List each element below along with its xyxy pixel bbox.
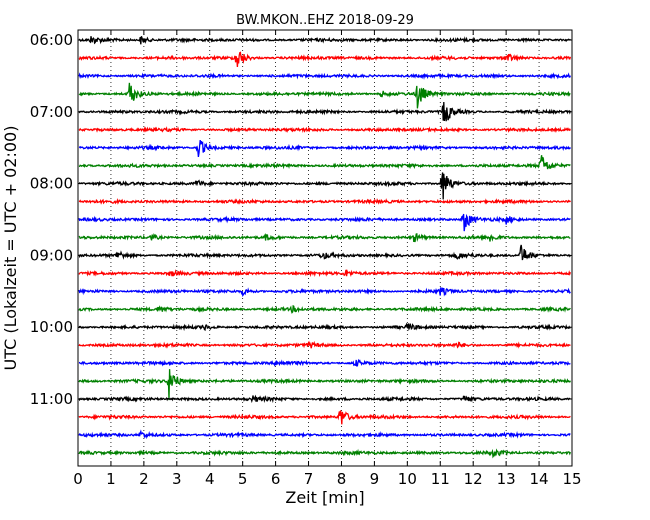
y-tick-label: 10:00: [30, 318, 73, 336]
x-axis-label: Zeit [min]: [285, 488, 364, 507]
trace-line: [78, 72, 572, 80]
y-tick-labels: 06:00 07:00 08:00 09:00 10:00 11:00: [30, 31, 73, 408]
trace-line: [78, 36, 571, 45]
trace-line: [78, 101, 572, 122]
trace-line: [78, 358, 571, 367]
trace-line: [78, 82, 571, 109]
x-tick-labels: 0 1 2 3 4 5 6 7 8 9 10 11 12 13 14 15: [73, 470, 581, 488]
vertical-grid: [110, 30, 540, 466]
y-tick-label: 07:00: [30, 103, 73, 121]
x-tick-label: 1: [106, 470, 116, 488]
x-tick-label: 0: [73, 470, 83, 488]
x-tick-label: 2: [139, 470, 149, 488]
trace-line: [78, 410, 571, 425]
x-tick-label: 10: [398, 470, 417, 488]
trace-series: [78, 36, 572, 459]
y-tick-label: 08:00: [30, 175, 73, 193]
axis-ticks: [77, 30, 573, 466]
trace-line: [78, 51, 572, 67]
x-tick-label: 12: [464, 470, 483, 488]
trace-line: [78, 287, 571, 297]
y-tick-label: 06:00: [30, 31, 73, 49]
x-tick-label: 7: [304, 470, 314, 488]
trace-line: [78, 304, 571, 314]
trace-line: [78, 213, 571, 232]
trace-line: [78, 244, 571, 261]
x-tick-label: 4: [205, 470, 215, 488]
trace-line: [78, 369, 571, 401]
trace-line: [78, 448, 572, 459]
x-tick-label: 9: [370, 470, 380, 488]
x-tick-label: 15: [562, 470, 581, 488]
x-tick-label: 6: [271, 470, 281, 488]
x-tick-label: 11: [431, 470, 450, 488]
trace-line: [78, 322, 571, 332]
y-tick-label: 09:00: [30, 246, 73, 264]
x-tick-label: 13: [497, 470, 516, 488]
trace-line: [78, 155, 571, 170]
x-tick-label: 3: [172, 470, 182, 488]
trace-line: [78, 340, 571, 349]
chart-title: BW.MKON..EHZ 2018-09-29: [236, 13, 414, 28]
x-tick-label: 5: [238, 470, 248, 488]
trace-line: [78, 232, 571, 243]
trace-line: [78, 268, 572, 278]
trace-line: [78, 139, 571, 157]
plot-frame: [77, 29, 573, 467]
trace-line: [78, 429, 571, 440]
trace-line: [78, 172, 571, 200]
trace-line: [78, 126, 571, 134]
y-axis-label: UTC (Lokalzeit = UTC + 02:00): [1, 126, 20, 371]
x-tick-label: 8: [337, 470, 347, 488]
y-tick-label: 11:00: [30, 390, 73, 408]
trace-line: [78, 198, 571, 205]
x-tick-label: 14: [530, 470, 549, 488]
trace-line: [78, 394, 571, 404]
